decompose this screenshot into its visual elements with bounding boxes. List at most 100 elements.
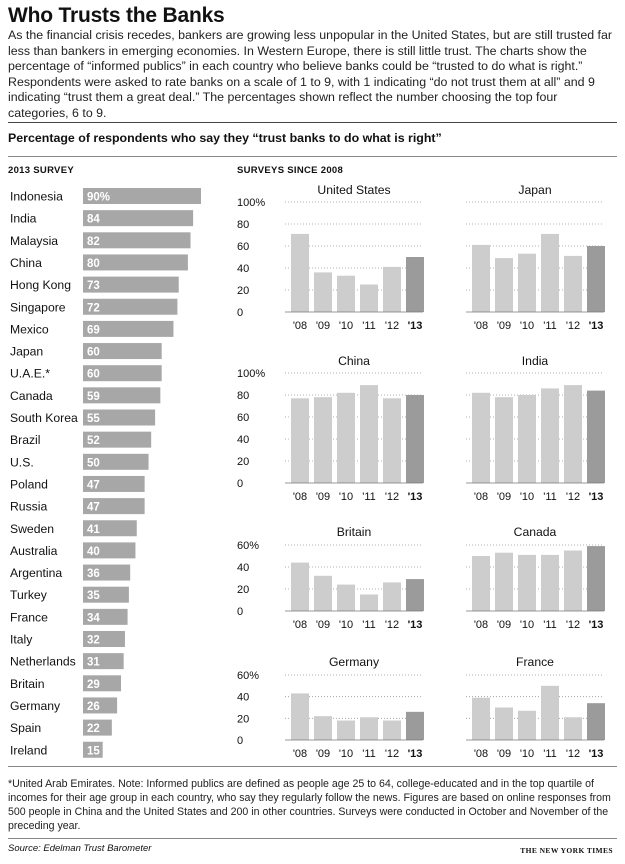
year-bar [314,397,332,483]
x-tick-label: '09 [316,619,330,631]
country-bar [83,697,118,714]
x-tick-label: '12 [385,619,399,631]
x-tick-label: '13 [589,320,604,332]
x-tick-label: '13 [589,491,604,503]
year-bar [337,275,355,312]
year-bar [360,284,378,312]
country-value-label: 15 [87,745,100,757]
year-bar [472,697,490,740]
country-bar [83,586,129,603]
country-label: Canada [10,389,53,403]
x-tick-label: '08 [474,748,488,760]
country-label: Turkey [10,588,48,602]
country-value-label: 90% [87,192,110,204]
country-value-label: 84 [87,214,100,226]
country-label: South Korea [10,411,78,425]
x-tick-label: '10 [520,320,534,332]
footnote: *United Arab Emirates. Note: Informed pu… [8,778,611,833]
y-tick-label: 60 [237,241,249,253]
x-tick-label: '10 [520,491,534,503]
x-tick-label: '11 [362,320,376,332]
x-tick-label: '08 [293,748,307,760]
y-tick-label: 0 [237,478,243,490]
y-tick-label: 20 [237,713,249,725]
y-tick-label: 40 [237,263,249,275]
country-value-label: 29 [87,679,100,691]
country-label: Britain [10,677,45,691]
country-value-label: 47 [87,502,100,514]
country-label: Australia [10,544,58,558]
year-bar [564,550,582,611]
country-bar [83,475,145,492]
panel-title: China [338,354,370,368]
country-label: Poland [10,477,48,491]
country-value-label: 35 [87,590,100,602]
country-bar [83,498,145,515]
country-value-label: 32 [87,635,100,647]
y-tick-label: 40 [237,562,249,574]
year-bar [406,257,424,312]
panel-title: Britain [337,525,372,539]
country-bar [83,675,122,692]
y-tick-label: 60% [237,540,259,552]
y-tick-label: 0 [237,307,243,319]
country-label: Netherlands [10,655,76,669]
x-tick-label: '10 [339,619,353,631]
year-bar [472,392,490,483]
country-label: Germany [10,699,61,713]
year-bar [360,385,378,483]
year-bar [291,562,309,611]
x-tick-label: '12 [566,320,580,332]
x-tick-label: '12 [385,748,399,760]
country-label: Spain [10,721,41,735]
year-bar [518,710,536,740]
country-bar [83,232,191,249]
panel-title: United States [317,183,390,197]
country-label: Japan [10,345,43,359]
x-tick-label: '09 [316,491,330,503]
section-divider [8,122,617,123]
y-tick-label: 80 [237,390,249,402]
country-bar [83,298,178,315]
x-tick-label: '10 [339,748,353,760]
country-label: Russia [10,500,47,514]
year-bar [383,582,401,611]
country-value-label: 82 [87,236,100,248]
country-value-label: 22 [87,723,100,735]
year-bar [495,552,513,611]
intro-text: As the financial crisis recedes, bankers… [8,28,613,120]
country-label: U.A.E.* [10,367,50,381]
country-value-label: 40 [87,546,100,558]
year-bar [587,703,605,740]
year-bar [587,546,605,611]
country-value-label: 41 [87,524,100,536]
year-bar [518,253,536,312]
country-value-label: 34 [87,612,100,624]
country-value-label: 69 [87,324,100,336]
year-bar [360,594,378,611]
country-label: Malaysia [10,234,58,248]
x-tick-label: '08 [474,491,488,503]
y-tick-label: 0 [237,606,243,618]
x-tick-label: '09 [497,748,511,760]
year-bar [495,707,513,740]
country-label: India [10,212,37,226]
country-value-label: 73 [87,280,100,292]
year-bar [291,693,309,740]
panel-title: India [522,354,549,368]
x-tick-label: '09 [316,320,330,332]
year-bar [383,398,401,483]
y-tick-label: 80 [237,219,249,231]
x-tick-label: '13 [408,491,423,503]
country-value-label: 26 [87,701,100,713]
page-title: Who Trusts the Banks [8,4,225,27]
panel-title: France [516,655,554,669]
country-label: Hong Kong [10,278,71,292]
x-tick-label: '13 [589,619,604,631]
year-bar [564,385,582,483]
country-value-label: 59 [87,391,100,403]
y-tick-label: 100% [237,197,265,209]
publisher-credit: THE NEW YORK TIMES [520,846,613,855]
y-tick-label: 60 [237,412,249,424]
